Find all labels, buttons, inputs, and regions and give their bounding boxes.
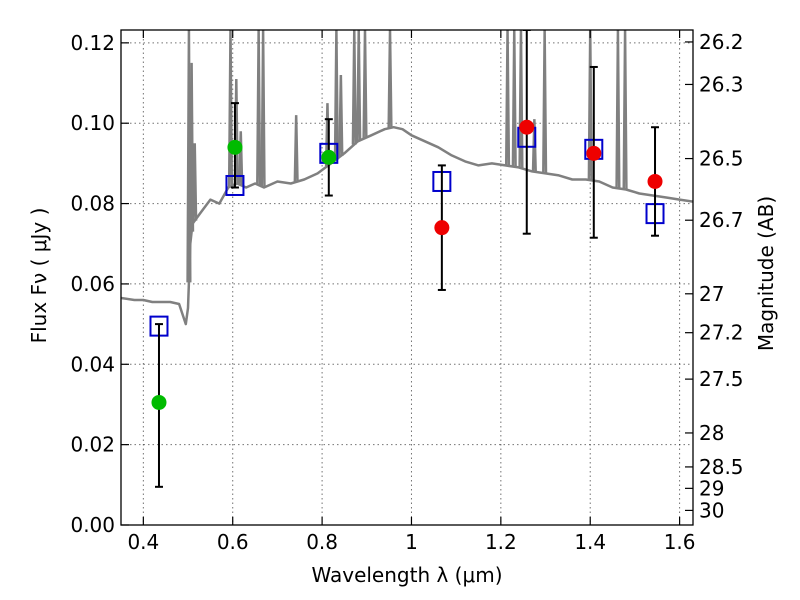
y-tick-label: 0.02 [70, 433, 115, 457]
mag-tick-label: 28 [699, 421, 724, 445]
emission-line [615, 30, 621, 189]
emission-line [511, 30, 517, 167]
x-axis-label: Wavelength λ (μm) [311, 563, 502, 587]
emission-line [256, 30, 262, 186]
emission-line [227, 30, 234, 187]
emission-line [531, 119, 537, 172]
nir-data-point [647, 173, 663, 189]
nir-data-point [586, 145, 602, 161]
mag-tick-label: 28.5 [699, 455, 744, 479]
emission-line [192, 143, 198, 221]
emission-line [293, 115, 299, 182]
mag-tick-label: 30 [699, 498, 724, 522]
y-tick-label: 0.00 [70, 513, 115, 537]
x-tick-label: 1 [405, 530, 418, 554]
emission-line [189, 62, 195, 232]
mag-tick-label: 27.2 [699, 321, 744, 345]
mag-tick-label: 26.5 [699, 147, 744, 171]
optical-data-point [227, 139, 243, 155]
y-tick-label: 0.08 [70, 192, 115, 216]
y-tick-label: 0.12 [70, 31, 115, 55]
series-group [121, 30, 693, 488]
emission-line [362, 30, 368, 139]
emission-line [238, 131, 244, 186]
y-tick-label: 0.04 [70, 352, 115, 376]
emission-line [504, 30, 511, 166]
emission-line [587, 30, 593, 181]
y-axis-label: Flux Fν ( μJy ) [27, 208, 51, 344]
emission-line [351, 30, 357, 145]
magnitude-axis-label: Magnitude (AB) [754, 196, 778, 351]
optical-data-point [151, 394, 167, 410]
emission-line [333, 30, 339, 160]
emission-line [356, 30, 362, 141]
model-sed-line [121, 125, 693, 326]
x-tick-label: 0.6 [217, 530, 249, 554]
optical-data-point [321, 149, 337, 165]
emission-line [338, 74, 344, 157]
x-tick-label: 0.8 [306, 530, 338, 554]
mag-tick-label: 26.2 [699, 30, 744, 54]
emission-line [260, 30, 266, 188]
y-tick-label: 0.10 [70, 111, 115, 135]
emission-line [387, 30, 393, 129]
x-tick-label: 1.4 [574, 530, 606, 554]
plot-area [121, 30, 693, 488]
y-tick-label: 0.06 [70, 272, 115, 296]
mag-tick-label: 29 [699, 476, 724, 500]
mag-tick-label: 27 [699, 282, 724, 306]
nir-data-point [519, 119, 535, 135]
nir-data-point [434, 220, 450, 236]
mag-tick-label: 27.5 [699, 367, 744, 391]
mag-tick-label: 26.3 [699, 72, 744, 96]
x-tick-label: 1.2 [485, 530, 517, 554]
x-tick-label: 0.4 [127, 530, 159, 554]
x-tick-label: 1.6 [664, 530, 696, 554]
mag-tick-label: 26.7 [699, 208, 744, 232]
axis-ticks: 0.4 0.6 0.8 1 1.2 1.4 1.6 0.00 0.02 0.04 0.06 0.08 0… [70, 30, 743, 554]
emission-line [542, 30, 548, 174]
plot-frame [120, 29, 694, 526]
emission-line [622, 30, 628, 190]
gridlines [121, 30, 693, 526]
